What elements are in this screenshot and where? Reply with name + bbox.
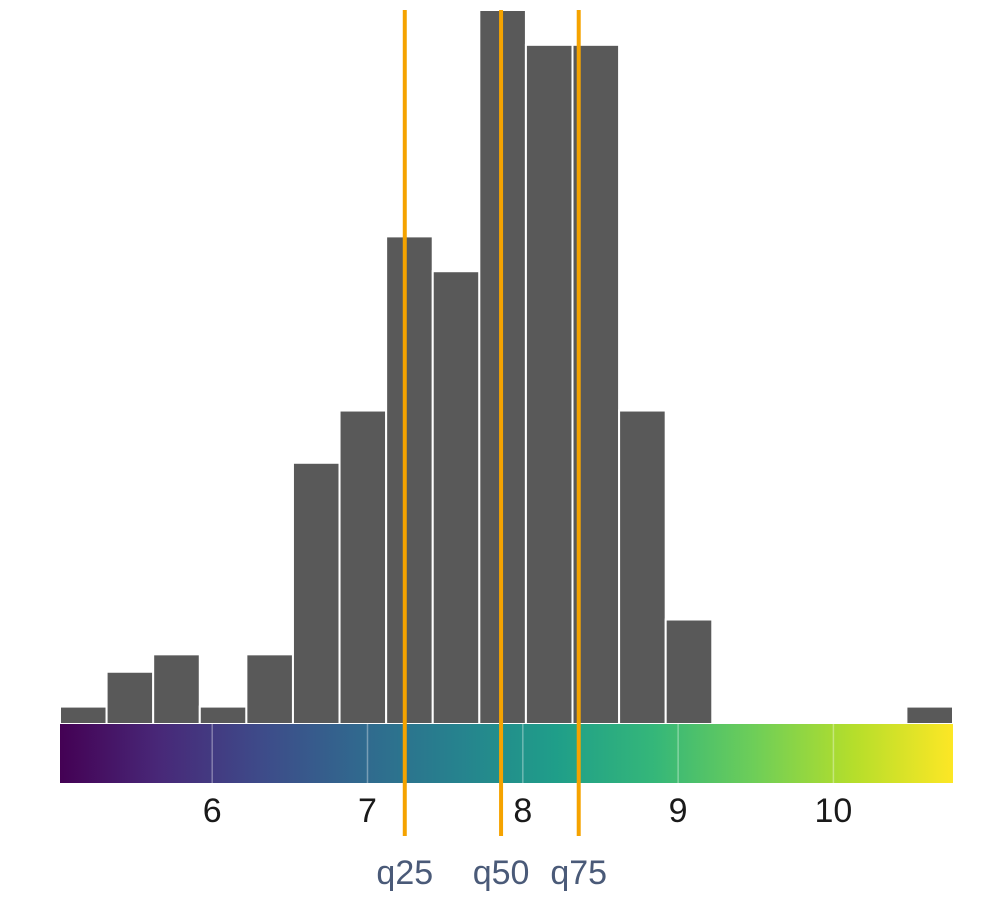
histogram-bar-10 [524, 43, 574, 725]
x-tick-labels: 6 7 8 9 10 [203, 792, 853, 830]
colorbar [60, 724, 953, 783]
histogram-bar-8 [431, 270, 481, 725]
x-tick-label-6: 6 [203, 792, 222, 830]
x-tick-label-10: 10 [815, 792, 853, 830]
x-tick-label-9: 9 [669, 792, 688, 830]
quantile-label-q75: q75 [550, 854, 607, 892]
histogram-bar-1 [105, 670, 155, 726]
histogram-bar-0 [59, 705, 108, 726]
quantile-lines: q25 q50 q75 [376, 10, 607, 892]
histogram-bar-12 [618, 409, 667, 725]
x-tick-label-7: 7 [358, 792, 377, 830]
x-tick-label-8: 8 [513, 792, 532, 830]
histogram-bar-5 [291, 461, 341, 725]
histogram-bar-4 [245, 653, 294, 726]
histogram-bar-14 [905, 705, 954, 726]
colorbar-ticks-layer [211, 724, 835, 783]
histogram-bar-6 [338, 409, 388, 725]
quantile-label-q50: q50 [473, 854, 530, 892]
bars-layer [59, 9, 954, 726]
histogram-bar-3 [198, 705, 248, 726]
histogram-bar-2 [152, 653, 201, 726]
quantile-label-q25: q25 [376, 854, 433, 892]
histogram-bar-7 [385, 235, 434, 725]
histogram-bar-13 [664, 618, 714, 726]
